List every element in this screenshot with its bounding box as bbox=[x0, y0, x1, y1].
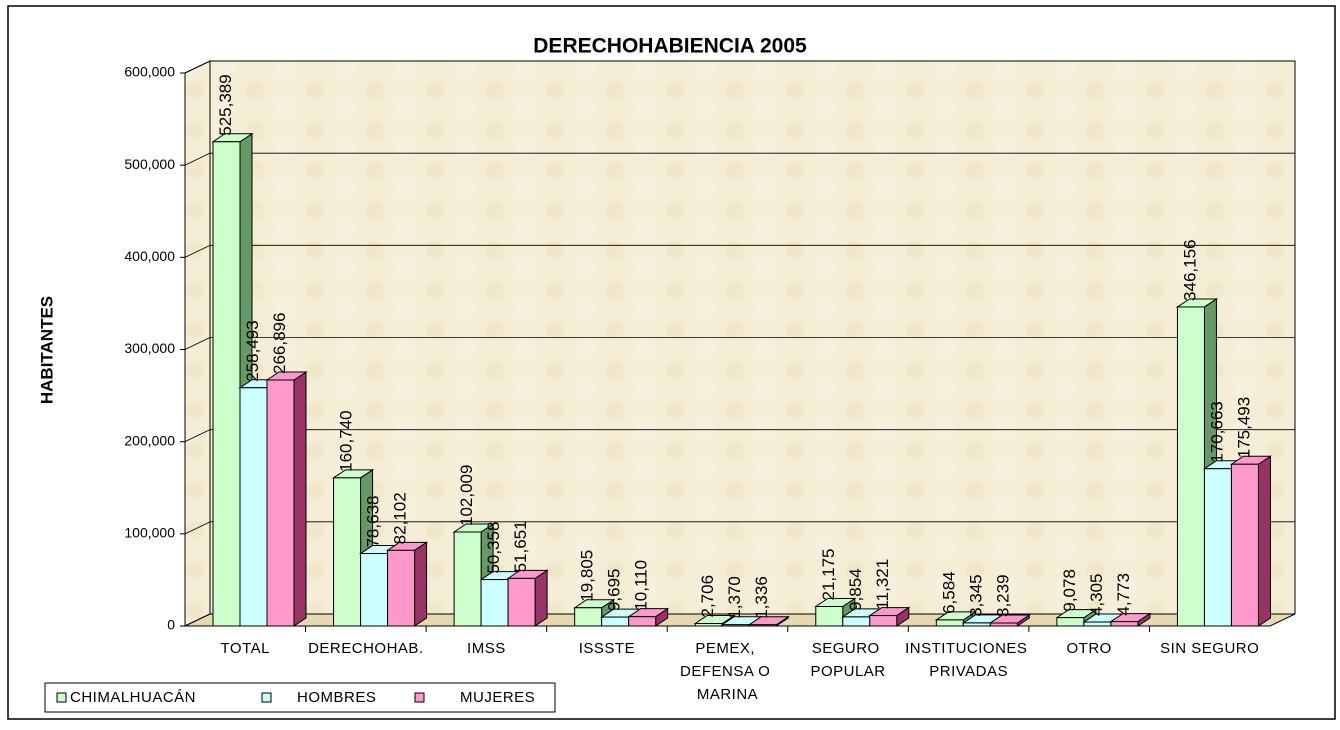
bar-side bbox=[414, 541, 428, 627]
grid-line bbox=[184, 429, 211, 443]
x-tick-label: INSTITUCIONES PRIVADAS bbox=[905, 640, 1032, 680]
x-tick-label: PEMEX, DEFENSA O MARINA bbox=[680, 640, 775, 703]
x-tick-label: SIN SEGURO bbox=[1160, 640, 1259, 657]
value-label: 175,493 bbox=[1234, 397, 1253, 458]
y-tick-label: 0 bbox=[167, 617, 175, 633]
bar bbox=[628, 616, 657, 627]
value-label: 9,078 bbox=[1060, 569, 1079, 612]
bar bbox=[387, 549, 416, 627]
bar bbox=[453, 531, 482, 627]
chart-title: DERECHOHABIENCIA 2005 bbox=[533, 35, 807, 58]
value-label: 4,305 bbox=[1087, 573, 1106, 616]
y-tick-label: 200,000 bbox=[124, 432, 175, 448]
value-label: 346,156 bbox=[1180, 240, 1199, 301]
grid-line bbox=[184, 337, 211, 350]
grid-line bbox=[184, 60, 211, 74]
y-tick-label: 600,000 bbox=[124, 64, 175, 80]
legend-label: HOMBRES bbox=[297, 689, 376, 706]
bar bbox=[212, 141, 241, 627]
legend-label: MUJERES bbox=[460, 689, 535, 706]
grid-line bbox=[184, 244, 211, 258]
bar bbox=[480, 579, 509, 627]
value-label: 19,805 bbox=[578, 550, 597, 602]
bar-side bbox=[293, 371, 307, 627]
legend-box bbox=[44, 682, 556, 713]
bar bbox=[989, 622, 1018, 627]
bar bbox=[842, 616, 871, 627]
bar bbox=[601, 616, 630, 627]
value-label: 10,110 bbox=[632, 560, 651, 611]
bar bbox=[239, 387, 268, 627]
bar bbox=[962, 622, 991, 627]
bar-side bbox=[1257, 455, 1271, 627]
bar bbox=[1230, 463, 1259, 627]
bar bbox=[748, 624, 777, 627]
bar bbox=[1203, 468, 1232, 627]
bar bbox=[360, 553, 389, 627]
bar bbox=[574, 607, 603, 627]
value-label: 9,854 bbox=[846, 568, 865, 611]
value-label: 78,638 bbox=[364, 496, 383, 548]
value-label: 2,706 bbox=[698, 575, 717, 618]
value-label: 160,740 bbox=[337, 410, 356, 471]
bar bbox=[333, 477, 362, 627]
value-label: 6,584 bbox=[939, 571, 958, 614]
grid-line bbox=[184, 152, 211, 166]
value-label: 3,345 bbox=[966, 574, 985, 617]
legend-swatch bbox=[56, 692, 67, 703]
bar bbox=[1083, 621, 1112, 627]
value-label: 82,102 bbox=[391, 492, 410, 544]
value-label: 9,695 bbox=[605, 569, 624, 612]
bar bbox=[1056, 617, 1085, 627]
value-label: 51,651 bbox=[511, 520, 530, 572]
x-tick-label: OTRO bbox=[1066, 640, 1111, 657]
bar-side bbox=[534, 569, 548, 627]
value-label: 11,321 bbox=[873, 559, 892, 610]
y-tick-label: 500,000 bbox=[124, 156, 175, 172]
legend-swatch bbox=[414, 692, 425, 703]
x-tick-label: TOTAL bbox=[221, 640, 270, 657]
x-tick-label: DERECHOHAB. bbox=[308, 640, 424, 657]
legend-label: CHIMALHUACÁN bbox=[70, 689, 196, 706]
bar bbox=[507, 577, 536, 627]
x-tick-label: IMSS bbox=[467, 640, 506, 657]
y-tick-label: 400,000 bbox=[124, 248, 175, 264]
y-tick-label: 300,000 bbox=[124, 340, 175, 356]
y-axis-label: HABITANTES bbox=[37, 296, 56, 404]
x-tick-label: SEGURO POPULAR bbox=[810, 640, 885, 680]
bar bbox=[266, 379, 295, 627]
bar bbox=[1176, 306, 1205, 627]
value-label: 525,389 bbox=[216, 74, 235, 135]
value-label: 3,239 bbox=[993, 574, 1012, 617]
bar bbox=[1110, 621, 1139, 627]
value-label: 50,358 bbox=[484, 522, 503, 574]
bar bbox=[869, 615, 898, 627]
value-label: 21,175 bbox=[819, 548, 838, 600]
bar bbox=[721, 624, 750, 627]
value-label: 1,370 bbox=[725, 576, 744, 619]
grid-line bbox=[184, 521, 211, 535]
bar bbox=[935, 619, 964, 627]
value-label: 4,773 bbox=[1114, 573, 1133, 616]
value-label: 266,896 bbox=[270, 313, 289, 374]
bar bbox=[815, 605, 844, 627]
value-label: 258,493 bbox=[243, 320, 262, 381]
x-tick-label: ISSSTE bbox=[579, 640, 635, 657]
legend-swatch bbox=[261, 692, 272, 703]
value-label: 102,009 bbox=[457, 465, 476, 526]
value-label: 1,336 bbox=[752, 576, 771, 619]
bar bbox=[694, 623, 723, 627]
value-label: 170,663 bbox=[1207, 401, 1226, 462]
y-tick-label: 100,000 bbox=[124, 525, 175, 541]
